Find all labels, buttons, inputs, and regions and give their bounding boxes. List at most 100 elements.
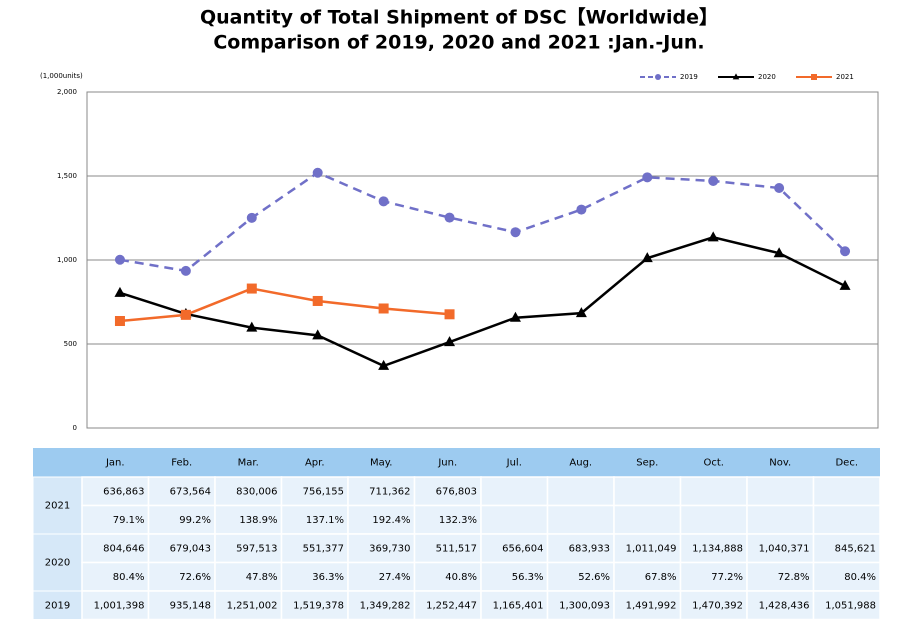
table-cell: 80.4% [844,572,876,583]
table-cell: 597,513 [236,543,277,554]
table-cell: 56.3% [512,572,544,583]
series-line [119,287,450,323]
table-cell-bg [746,476,815,507]
table-cell: 79.1% [113,515,145,526]
table-cell-bg [546,476,615,507]
point [114,316,125,327]
table-cell: 72.6% [179,572,211,583]
table-cell: 1,051,988 [825,600,876,611]
table-cell-bg [746,533,815,564]
table-cell: 99.2% [179,515,211,526]
y-tick-label: 1,000 [57,256,77,264]
point [180,265,191,276]
table-cell-bg [613,504,682,535]
table-cell-bg [480,504,549,535]
table-cell-bg [480,533,549,564]
table-header: Dec. [835,458,858,469]
point [114,254,125,265]
table-cell: 80.4% [113,572,145,583]
table-cell-bg [214,504,283,535]
point [246,283,257,294]
table-cell-bg [280,476,349,507]
table-header: Feb. [171,458,192,469]
point [773,247,785,258]
legend-marker [732,73,740,80]
table-cell-bg [746,590,815,621]
table-cell-bg [214,561,283,592]
table-cell: 1,251,002 [227,600,278,611]
table-cell: 1,300,093 [559,600,610,611]
table-cell-bg [546,590,615,621]
point [509,311,521,322]
y-tick-label: 2,000 [57,88,77,96]
y-tick-label: 1,500 [57,172,77,180]
series-line [119,236,846,368]
legend-label: 2020 [758,73,776,81]
table-cell: 845,621 [835,543,876,554]
table-cell-bg [812,476,881,507]
table-cell: 1,491,992 [626,600,677,611]
legend-marker [811,74,817,80]
table-cell-bg [812,504,881,535]
table-cell-bg [812,590,881,621]
point [180,309,191,320]
table-cell: 551,377 [303,543,344,554]
chart-subtitle: Comparison of 2019, 2020 and 2021 :Jan.-… [213,32,704,54]
table-cell-bg [147,504,216,535]
point [312,167,323,178]
y-tick-label: 500 [64,340,77,348]
point [444,212,455,223]
point [444,309,455,320]
table-cell: 656,604 [502,543,543,554]
table-header: Aug. [569,458,592,469]
table-header: Oct. [704,458,724,469]
point [246,212,257,223]
table-cell: 1,519,378 [293,600,344,611]
y-unit-label: (1,000units) [40,72,83,80]
point [378,359,390,370]
table-cell: 683,933 [569,543,610,554]
table-cell: 67.8% [645,572,677,583]
table-row-label: 2021 [45,501,70,512]
legend-label: 2021 [836,73,854,81]
table-cell-bg [214,590,283,621]
point [839,279,851,290]
table-cell-bg [812,533,881,564]
table-cell: 77.2% [711,572,743,583]
point [642,172,653,183]
point [378,196,389,207]
table-cell: 1,252,447 [426,600,477,611]
table-cell: 676,803 [436,486,477,497]
table-cell-bg [746,504,815,535]
table-row-label-bg [32,476,83,535]
table-cell-bg [413,561,482,592]
table-cell-bg [679,533,748,564]
table-cell: 804,646 [103,543,144,554]
table-header: Mar. [238,458,259,469]
point [312,295,323,306]
table-header: Jan. [105,458,125,469]
legend-label: 2019 [680,73,698,81]
table-cell: 138.9% [239,515,277,526]
table-cell-bg [480,561,549,592]
table-cell: 369,730 [369,543,410,554]
table-header: Apr. [305,458,325,469]
chart-title: Quantity of Total Shipment of DSC【Worldw… [200,6,718,29]
table-cell-bg [280,590,349,621]
table-header: Jul. [506,458,522,469]
table-cell: 1,165,401 [493,600,544,611]
table-header: Sep. [636,458,658,469]
table-cell: 711,362 [369,486,410,497]
table-cell: 636,863 [103,486,144,497]
table-cell: 679,043 [170,543,211,554]
table-cell: 673,564 [170,486,211,497]
point [707,231,719,242]
table-header: Jun. [437,458,457,469]
point [774,183,785,194]
table-cell: 132.3% [439,515,477,526]
y-tick-label: 0 [73,424,77,432]
table-cell: 1,001,398 [94,600,145,611]
table-row-label: 2020 [45,558,70,569]
point [114,286,126,297]
